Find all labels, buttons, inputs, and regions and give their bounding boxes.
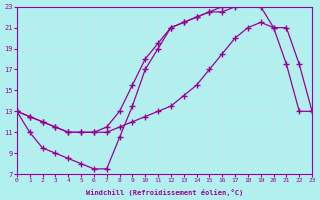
- X-axis label: Windchill (Refroidissement éolien,°C): Windchill (Refroidissement éolien,°C): [86, 189, 243, 196]
